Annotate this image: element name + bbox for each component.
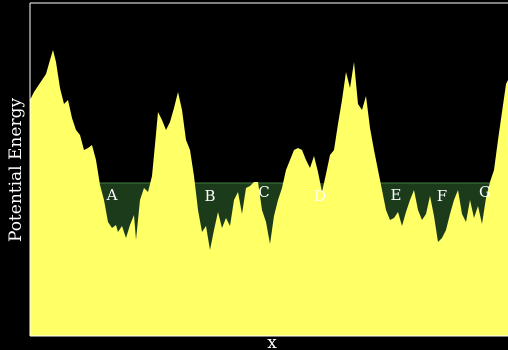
well-label-f: F — [437, 187, 447, 205]
well-label-b: B — [204, 187, 215, 205]
x-axis-label: x — [267, 333, 277, 350]
y-axis-label: Potential Energy — [6, 98, 26, 242]
well-label-c: C — [258, 183, 269, 201]
well-label-d: D — [314, 187, 326, 205]
potential-energy-curve — [30, 50, 508, 336]
well-label-g: G — [479, 183, 491, 201]
well-label-e: E — [391, 186, 402, 204]
well-label-a: A — [106, 186, 118, 204]
